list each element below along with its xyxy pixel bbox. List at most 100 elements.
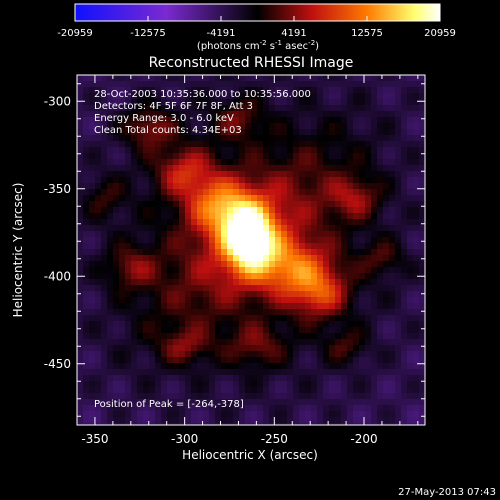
emission-pixel	[89, 135, 96, 142]
emission-pixel	[275, 207, 282, 214]
emission-pixel	[275, 423, 282, 425]
emission-pixel	[275, 231, 282, 238]
emission-pixel	[413, 345, 420, 352]
emission-pixel	[365, 327, 372, 334]
emission-pixel	[179, 357, 186, 364]
emission-pixel	[263, 393, 270, 400]
emission-pixel	[377, 177, 384, 184]
colorbar-tick-label: 20959	[424, 28, 456, 39]
emission-pixel	[263, 249, 270, 256]
emission-pixel	[203, 75, 210, 82]
emission-pixel	[401, 237, 408, 244]
emission-pixel	[257, 201, 264, 208]
emission-pixel	[365, 105, 372, 112]
emission-pixel	[161, 285, 168, 292]
emission-pixel	[113, 309, 120, 316]
emission-pixel	[167, 225, 174, 232]
emission-pixel	[107, 309, 114, 316]
emission-pixel	[287, 333, 294, 340]
emission-pixel	[287, 315, 294, 322]
emission-pixel	[269, 135, 276, 142]
emission-pixel	[257, 183, 264, 190]
emission-pixel	[77, 321, 84, 328]
emission-pixel	[287, 213, 294, 220]
emission-pixel	[167, 171, 174, 178]
emission-pixel	[149, 369, 156, 376]
emission-pixel	[227, 309, 234, 316]
emission-pixel	[287, 345, 294, 352]
emission-pixel	[287, 363, 294, 370]
emission-pixel	[233, 375, 240, 382]
emission-pixel	[419, 411, 425, 418]
emission-pixel	[185, 375, 192, 382]
emission-pixel	[419, 303, 425, 310]
emission-pixel	[419, 147, 425, 154]
emission-pixel	[179, 327, 186, 334]
emission-pixel	[275, 75, 282, 82]
emission-pixel	[299, 423, 306, 425]
emission-pixel	[275, 243, 282, 250]
emission-pixel	[227, 375, 234, 382]
emission-pixel	[173, 423, 180, 425]
emission-pixel	[281, 165, 288, 172]
emission-pixel	[215, 393, 222, 400]
emission-pixel	[143, 219, 150, 226]
emission-pixel	[221, 399, 228, 406]
emission-pixel	[263, 141, 270, 148]
emission-pixel	[281, 417, 288, 424]
emission-pixel	[317, 183, 324, 190]
emission-pixel	[77, 303, 84, 310]
emission-pixel	[323, 177, 330, 184]
emission-pixel	[119, 411, 126, 418]
emission-pixel	[311, 177, 318, 184]
emission-pixel	[77, 111, 84, 118]
emission-pixel	[329, 87, 336, 94]
emission-pixel	[323, 417, 330, 424]
emission-pixel	[395, 417, 402, 424]
emission-pixel	[413, 393, 420, 400]
emission-pixel	[143, 333, 150, 340]
emission-pixel	[251, 303, 258, 310]
emission-pixel	[359, 255, 366, 262]
emission-pixel	[173, 135, 180, 142]
emission-pixel	[341, 87, 348, 94]
emission-pixel	[401, 153, 408, 160]
emission-pixel	[389, 219, 396, 226]
emission-pixel	[287, 267, 294, 274]
emission-pixel	[293, 381, 300, 388]
emission-pixel	[383, 165, 390, 172]
emission-pixel	[167, 189, 174, 196]
emission-pixel	[131, 249, 138, 256]
emission-pixel	[161, 165, 168, 172]
emission-pixel	[89, 417, 96, 424]
emission-pixel	[233, 387, 240, 394]
emission-pixel	[185, 207, 192, 214]
emission-pixel	[341, 213, 348, 220]
emission-pixel	[413, 141, 420, 148]
emission-pixel	[179, 339, 186, 346]
emission-pixel	[227, 279, 234, 286]
emission-pixel	[197, 375, 204, 382]
emission-pixel	[173, 417, 180, 424]
emission-pixel	[311, 159, 318, 166]
emission-pixel	[89, 339, 96, 346]
emission-pixel	[149, 375, 156, 382]
emission-pixel	[317, 165, 324, 172]
emission-pixel	[341, 273, 348, 280]
emission-pixel	[377, 375, 384, 382]
emission-pixel	[269, 333, 276, 340]
emission-pixel	[275, 357, 282, 364]
emission-pixel	[395, 249, 402, 256]
emission-pixel	[383, 297, 390, 304]
emission-pixel	[107, 147, 114, 154]
emission-pixel	[125, 417, 132, 424]
emission-pixel	[341, 111, 348, 118]
emission-pixel	[95, 147, 102, 154]
emission-pixel	[131, 255, 138, 262]
emission-pixel	[245, 231, 252, 238]
emission-pixel	[245, 237, 252, 244]
emission-pixel	[113, 255, 120, 262]
emission-pixel	[239, 147, 246, 154]
emission-pixel	[83, 87, 90, 94]
emission-pixel	[287, 219, 294, 226]
